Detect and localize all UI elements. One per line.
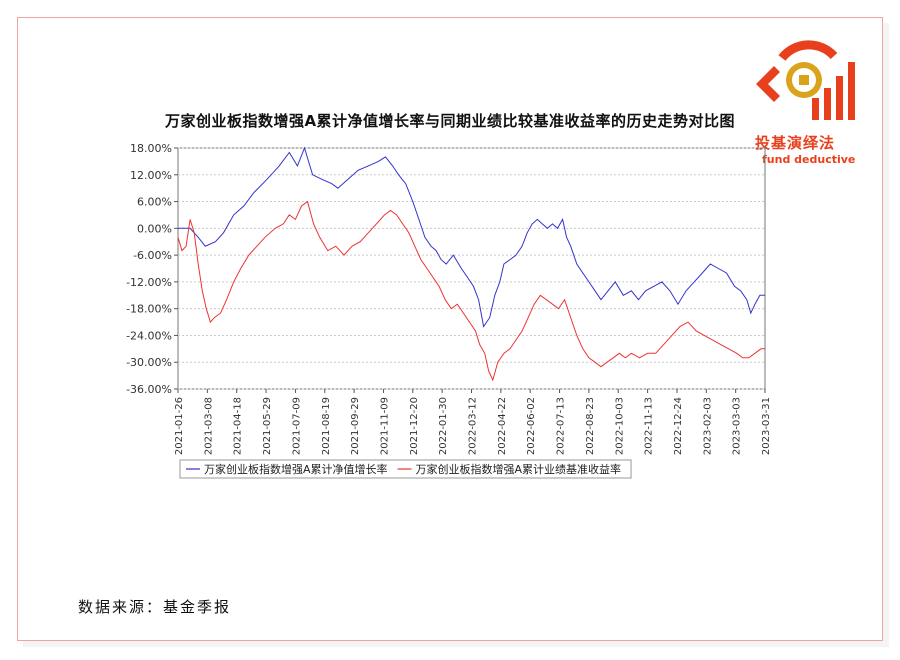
plot-area — [177, 147, 766, 390]
y-tick-label: -6.00% — [133, 249, 172, 262]
x-tick-label: 2022-01-30 — [438, 397, 449, 455]
y-tick-label: 12.00% — [130, 169, 172, 182]
legend-label-2: 万家创业板指数增强A累计业绩基准收益率 — [416, 462, 622, 476]
x-tick-label: 2021-03-08 — [203, 397, 214, 455]
x-tick-label: 2022-10-03 — [614, 397, 625, 455]
x-tick-label: 2022-08-23 — [585, 397, 596, 455]
y-tick-label: 0.00% — [137, 222, 172, 235]
x-tick-label: 2021-05-29 — [262, 397, 273, 455]
card-frame — [17, 17, 883, 641]
x-tick-label: 2022-07-13 — [556, 397, 567, 455]
x-tick-label: 2022-04-22 — [497, 397, 508, 455]
x-tick-label: 2021-12-20 — [409, 397, 420, 455]
logo-mark-icon — [756, 40, 855, 120]
x-tick-label: 2022-03-12 — [468, 397, 479, 455]
x-tick-label: 2021-08-19 — [321, 397, 332, 455]
series-line-1 — [178, 146, 765, 328]
x-tick-label: 2023-02-03 — [702, 397, 713, 455]
logo-name-cn: 投基演绎法 — [755, 134, 836, 152]
y-tick-label: -18.00% — [126, 303, 172, 316]
chart-title: 万家创业板指数增强A累计净值增长率与同期业绩比较基准收益率的历史走势对比图 — [164, 112, 736, 130]
y-tick-label: 18.00% — [130, 142, 172, 155]
legend: 万家创业板指数增强A累计净值增长率 万家创业板指数增强A累计业绩基准收益率 — [179, 459, 632, 479]
x-tick-label: 2023-03-31 — [761, 397, 772, 455]
x-tick-label: 2022-12-24 — [673, 397, 684, 455]
y-tick-label: 6.00% — [137, 196, 172, 209]
x-tick-label: 2023-03-03 — [732, 397, 743, 455]
x-tick-label: 2021-01-26 — [174, 397, 185, 455]
data-source-note: 数据来源：基金季报 — [78, 598, 232, 616]
x-tick-label: 2022-06-02 — [526, 397, 537, 455]
legend-label-1: 万家创业板指数增强A累计净值增长率 — [204, 462, 388, 476]
y-tick-label: -24.00% — [126, 329, 172, 342]
x-tick-label: 2022-11-13 — [644, 397, 655, 455]
x-tick-label: 2021-09-29 — [350, 397, 361, 455]
x-tick-label: 2021-04-18 — [233, 397, 244, 455]
series-line-2 — [177, 200, 765, 382]
y-tick-label: -12.00% — [126, 276, 172, 289]
logo-name-en: fund deductive — [762, 153, 856, 166]
y-tick-label: -30.00% — [126, 356, 172, 369]
x-tick-label: 2021-07-09 — [291, 397, 302, 455]
x-tick-label: 2021-11-09 — [379, 397, 390, 455]
y-tick-label: -36.00% — [126, 383, 172, 396]
